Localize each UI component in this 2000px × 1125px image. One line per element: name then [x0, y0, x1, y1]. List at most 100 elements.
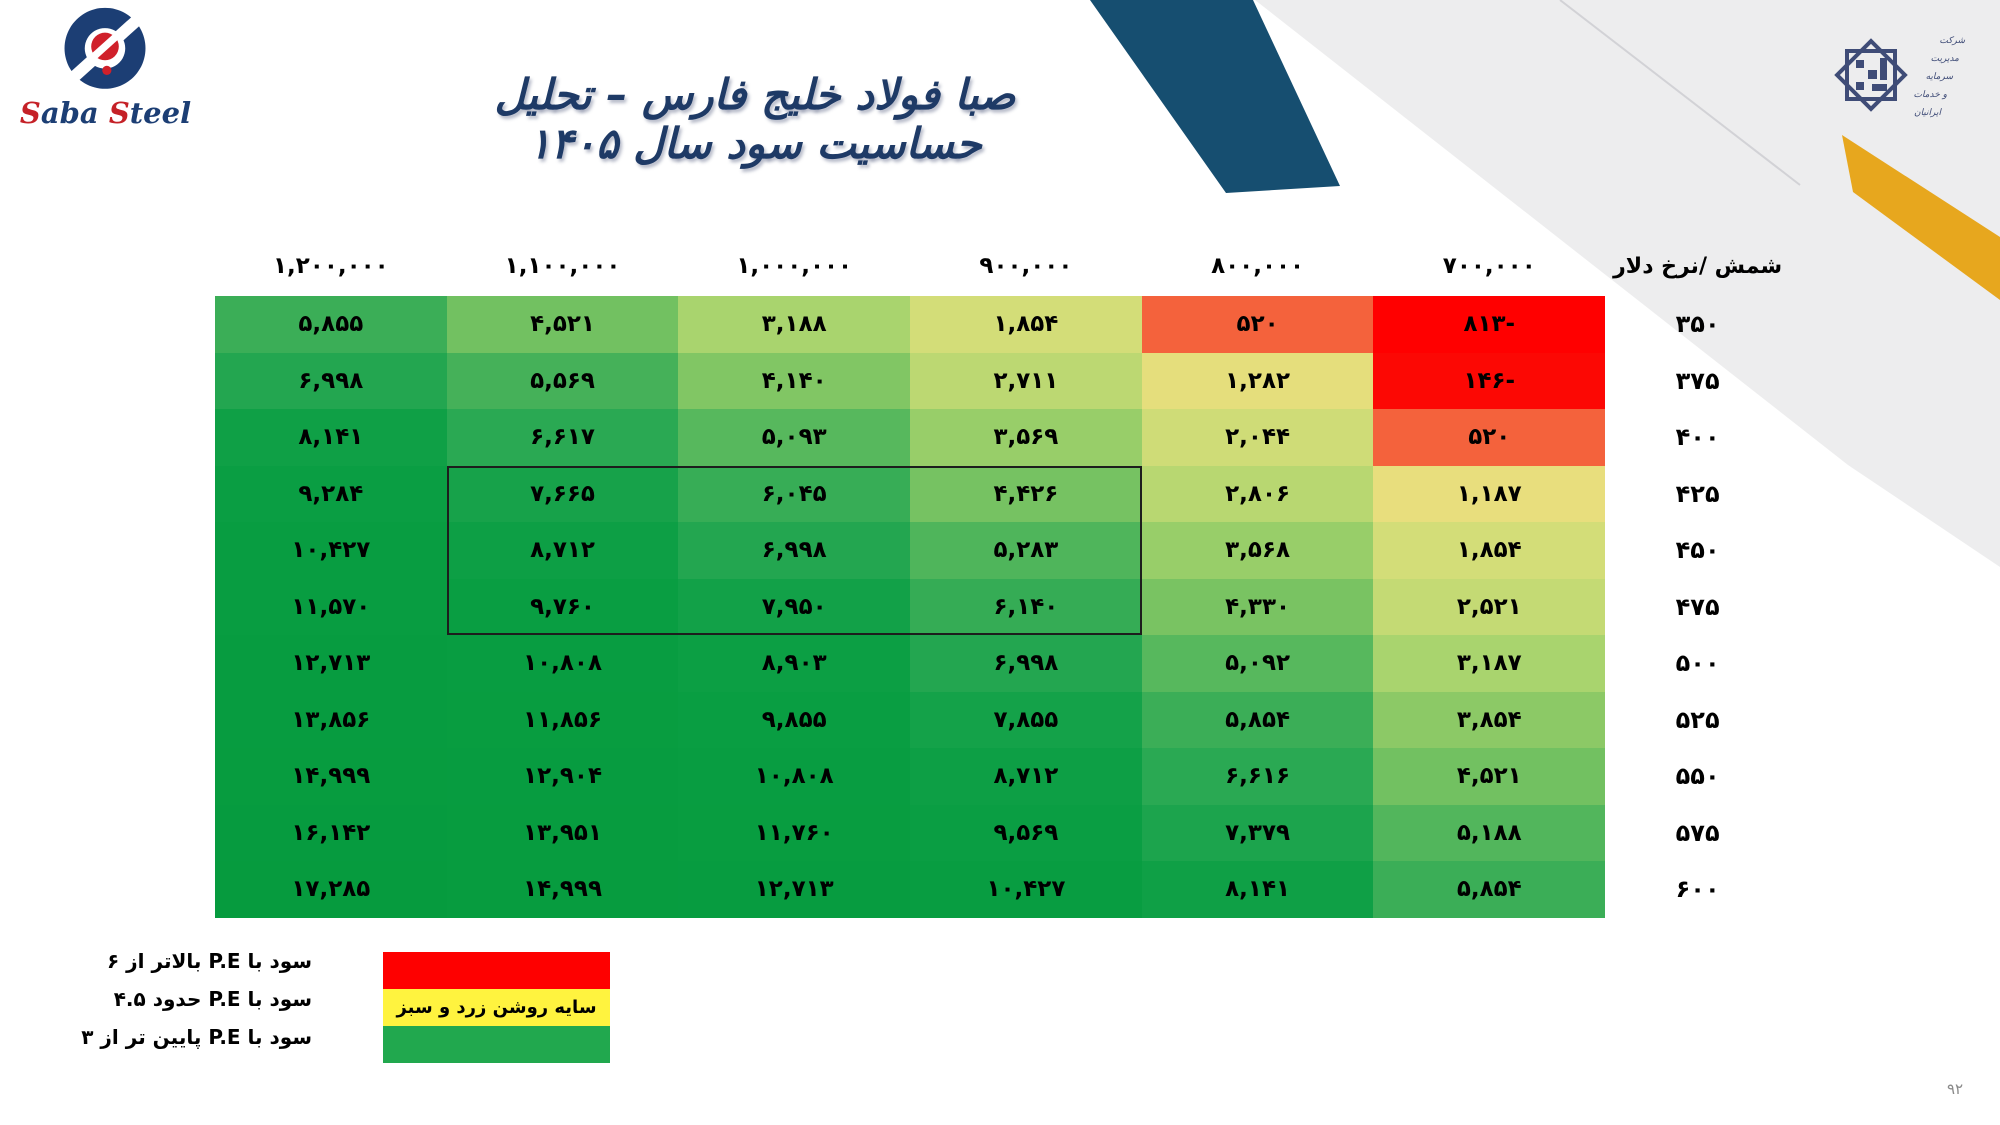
legend-line: سود با P.E حدود ۴.۵	[113, 987, 312, 1011]
heatmap-cell: ۱۷,۲۸۵	[215, 861, 447, 918]
heatmap-cell: ۱۰,۸۰۸	[446, 635, 679, 692]
page-title: صبا فولاد خلیج فارس – تحلیل حساسیت سود س…	[494, 70, 1016, 168]
heatmap-cell: ۵,۸۵۴	[1141, 691, 1374, 748]
heatmap-cell: ۱۴,۹۹۹	[446, 861, 679, 918]
heatmap-cell: ۹,۲۸۴	[215, 465, 447, 522]
heatmap-cell: ۶,۰۴۵	[678, 465, 911, 522]
legend-stripe	[383, 952, 610, 989]
heatmap-cell: ۸,۹۰۳	[678, 635, 911, 692]
heatmap-cell: ۸,۱۴۱	[1141, 861, 1374, 918]
heatmap-cell: ۴,۵۲۱	[1373, 748, 1606, 805]
row-header: ۶۰۰	[1675, 875, 1720, 904]
page-number: ۹۲	[1946, 1080, 1964, 1098]
legend-stripe	[383, 1026, 610, 1063]
heatmap-cell: ۵,۰۹۳	[678, 409, 911, 466]
column-header: ۹۰۰,۰۰۰	[979, 253, 1073, 279]
legend-text: سود با P.E بالاتر از ۶ سود با P.E حدود ۴.…	[80, 942, 312, 1056]
heatmap-cell: ۷,۶۶۵	[446, 465, 679, 522]
heatmap-cell: ۱۰,۴۲۷	[910, 861, 1142, 918]
wordmark-s1: S	[19, 96, 41, 130]
column-header: ۱,۰۰۰,۰۰۰	[736, 253, 853, 279]
heatmap-cell: ۸۱۳-	[1373, 296, 1606, 353]
heatmap-cell: ۸,۷۱۲	[910, 748, 1142, 805]
heatmap-cell: ۵,۲۸۳	[910, 522, 1142, 579]
heatmap-cell: ۱۴,۹۹۹	[215, 748, 447, 805]
heatmap-cell: ۲,۵۲۱	[1373, 578, 1606, 635]
heatmap-cell: ۲,۸۰۶	[1141, 465, 1374, 522]
heatmap-cell: ۱,۲۸۲	[1141, 352, 1374, 409]
emblem-text-line: مدیریت	[1930, 54, 1959, 64]
heatmap-cell: ۶,۹۹۸	[910, 635, 1142, 692]
row-header: ۵۰۰	[1675, 649, 1720, 678]
heatmap-cell: ۴,۵۲۱	[446, 296, 679, 353]
heatmap-cell: ۵,۱۸۸	[1373, 804, 1606, 861]
gold-band	[1842, 135, 2000, 300]
heatmap-cell: ۳,۱۸۸	[678, 296, 911, 353]
heatmap-cell: ۱۱,۸۵۶	[446, 691, 679, 748]
heatmap-cell: ۶,۹۹۸	[215, 352, 447, 409]
heatmap-cell: ۶,۱۴۰	[910, 578, 1142, 635]
row-header: ۴۰۰	[1675, 423, 1720, 452]
heatmap-cell: ۹,۵۶۹	[910, 804, 1142, 861]
heatmap-cell: ۷,۹۵۰	[678, 578, 911, 635]
kufic-star-icon	[1834, 38, 1908, 112]
heatmap-cell: ۹,۸۵۵	[678, 691, 911, 748]
legend-color-scale: سایه روشن زرد و سبز	[383, 952, 610, 1063]
legend-line: سود با P.E بالاتر از ۶	[106, 949, 312, 973]
heatmap-cell: ۶,۶۱۶	[1141, 748, 1374, 805]
heatmap-cell: ۳,۸۵۴	[1373, 691, 1606, 748]
wordmark-s2: S	[108, 96, 130, 130]
heatmap-cell: ۱۶,۱۴۲	[215, 804, 447, 861]
row-header: ۵۲۵	[1675, 705, 1720, 734]
heatmap-cell: ۷,۸۵۵	[910, 691, 1142, 748]
heatmap-cell: ۵,۸۵۴	[1373, 861, 1606, 918]
wordmark-rest1: aba	[40, 96, 109, 130]
heatmap-cell: ۱۲,۷۱۳	[215, 635, 447, 692]
heatmap-cell: ۱۲,۷۱۳	[678, 861, 911, 918]
saba-steel-logo-icon	[56, 6, 154, 94]
heatmap-cell: ۲,۷۱۱	[910, 352, 1142, 409]
emblem-text-line: و خدمات	[1913, 90, 1947, 100]
row-header: ۵۷۵	[1675, 818, 1720, 847]
column-header: ۱,۱۰۰,۰۰۰	[504, 253, 621, 279]
column-header: ۱,۲۰۰,۰۰۰	[272, 253, 389, 279]
heatmap-cell: ۱۳,۹۵۱	[446, 804, 679, 861]
emblem-text-line: شرکت	[1939, 36, 1965, 46]
heatmap-cell: ۳,۵۶۹	[910, 409, 1142, 466]
heatmap-cell: ۲,۰۴۴	[1141, 409, 1374, 466]
emblem-text-line: ایرانیان	[1913, 108, 1941, 118]
heatmap-cell: ۳,۱۸۷	[1373, 635, 1606, 692]
gray-accent-line	[1559, 0, 1801, 186]
sensitivity-heatmap-table: ۱,۲۰۰,۰۰۰ ۱,۱۰۰,۰۰۰ ۱,۰۰۰,۰۰۰ ۹۰۰,۰۰۰ ۸۰۰,۰۰…	[215, 236, 1790, 918]
row-header: ۴۵۰	[1675, 536, 1720, 565]
corporate-emblem: شرکت مدیریت سرمایه و خدمات ایرانیان	[1828, 24, 1993, 144]
column-header: ۷۰۰,۰۰۰	[1442, 253, 1536, 279]
heatmap-cell: ۶,۶۱۷	[446, 409, 679, 466]
legend-line: سود با P.E پایین تر از ۳	[81, 1025, 312, 1049]
emblem-text-line: سرمایه	[1925, 72, 1953, 82]
legend-stripe: سایه روشن زرد و سبز	[383, 989, 610, 1026]
row-header: ۳۵۰	[1675, 310, 1720, 339]
heatmap-cell: ۱۱,۵۷۰	[215, 578, 447, 635]
row-header: ۳۷۵	[1675, 366, 1720, 395]
heatmap-cell: ۹,۷۶۰	[446, 578, 679, 635]
heatmap-cell: ۱,۸۵۴	[910, 296, 1142, 353]
heatmap-cell: ۵,۰۹۲	[1141, 635, 1374, 692]
saba-steel-wordmark: Saba Steel	[18, 96, 193, 130]
row-header: ۵۵۰	[1675, 762, 1720, 791]
row-header: ۴۲۵	[1675, 479, 1720, 508]
heatmap-cell: ۱,۸۵۴	[1373, 522, 1606, 579]
heatmap-cell: ۴,۱۴۰	[678, 352, 911, 409]
heatmap-cell: ۱۳,۸۵۶	[215, 691, 447, 748]
heatmap-cell: ۱۱,۷۶۰	[678, 804, 911, 861]
wordmark-rest2: teel	[129, 96, 192, 130]
heatmap-cell: ۱۴۶-	[1373, 352, 1606, 409]
heatmap-cell: ۵,۵۶۹	[446, 352, 679, 409]
heatmap-cell: ۵۲۰	[1373, 409, 1606, 466]
heatmap-cell: ۳,۵۶۸	[1141, 522, 1374, 579]
heatmap-cell: ۱۲,۹۰۴	[446, 748, 679, 805]
corner-label: شمش /نرخ دلار	[1613, 253, 1783, 279]
column-header: ۸۰۰,۰۰۰	[1211, 253, 1305, 279]
